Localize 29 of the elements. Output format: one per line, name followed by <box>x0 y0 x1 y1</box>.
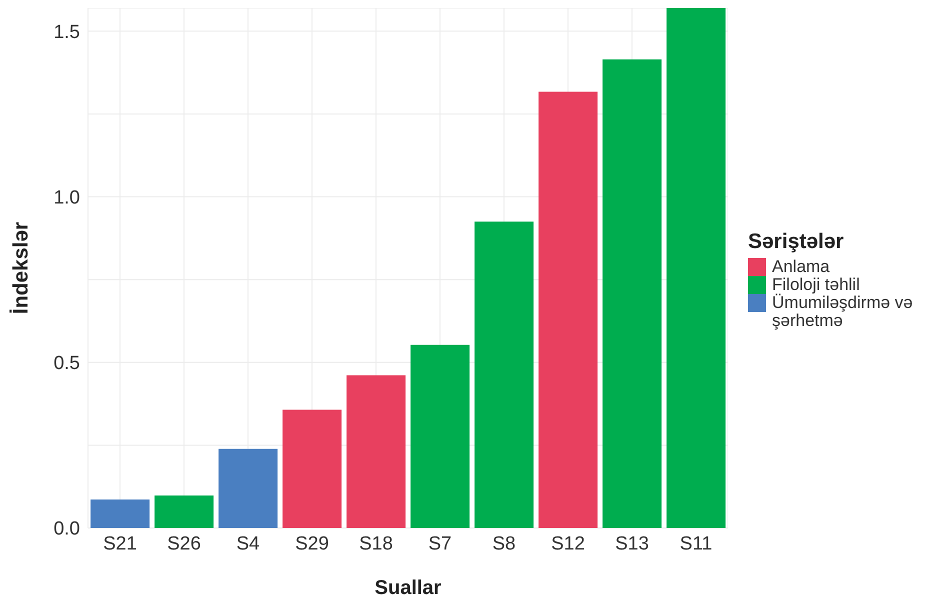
x-tick-label: S21 <box>103 533 137 554</box>
x-tick-label: S11 <box>680 533 712 554</box>
x-tick-label: S18 <box>359 533 393 554</box>
text: 0.0 <box>54 518 80 540</box>
legend-title: Səriştələr <box>748 230 845 254</box>
legend-label: Anlama <box>772 257 830 276</box>
x-tick-label: S4 <box>236 533 260 554</box>
x-axis-title: Suallar <box>374 577 442 599</box>
x-tick-label: S26 <box>167 533 201 554</box>
bar <box>346 375 406 528</box>
y-axis-title: İndekslər <box>9 222 32 314</box>
legend-label: Ümumiləşdirmə və şərhetmə <box>772 293 914 330</box>
bar <box>602 59 662 528</box>
y-tick-label: 1.5 <box>54 22 80 43</box>
bar <box>474 222 534 528</box>
bar <box>154 496 214 528</box>
bar <box>218 448 278 528</box>
x-tick-label: S12 <box>551 533 585 554</box>
bar <box>410 344 470 528</box>
x-tick-label: S8 <box>492 533 516 554</box>
bar <box>90 500 150 528</box>
legend-label: Filoloji təhlil <box>772 275 860 294</box>
x-tick-label: S7 <box>428 533 452 554</box>
x-tick-label: S13 <box>615 533 649 554</box>
y-tick-label: 0.5 <box>54 353 80 374</box>
x-tick-label: S29 <box>295 533 329 554</box>
bar <box>538 92 598 528</box>
y-tick-label: 1.0 <box>54 188 80 209</box>
bar <box>282 410 342 528</box>
